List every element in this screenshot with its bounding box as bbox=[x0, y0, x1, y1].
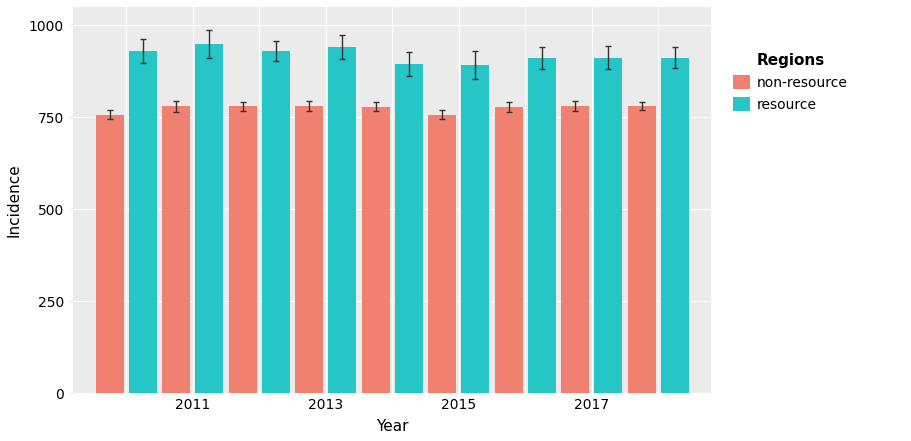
Bar bbox=[195, 44, 223, 393]
Bar bbox=[461, 65, 488, 393]
Bar bbox=[128, 51, 157, 393]
Bar bbox=[261, 51, 290, 393]
Bar bbox=[494, 107, 522, 393]
Bar bbox=[96, 115, 123, 393]
Bar bbox=[295, 106, 322, 393]
Bar bbox=[627, 106, 655, 393]
Bar bbox=[560, 106, 589, 393]
Bar bbox=[394, 64, 423, 393]
Bar bbox=[527, 58, 555, 393]
Bar bbox=[427, 115, 456, 393]
Bar bbox=[594, 58, 621, 393]
X-axis label: Year: Year bbox=[375, 419, 408, 434]
Bar bbox=[229, 106, 256, 393]
Y-axis label: Incidence: Incidence bbox=[7, 163, 22, 237]
Bar bbox=[660, 58, 688, 393]
Bar bbox=[362, 107, 389, 393]
Bar bbox=[162, 106, 189, 393]
Legend: non-resource, resource: non-resource, resource bbox=[724, 45, 855, 120]
Bar bbox=[328, 47, 356, 393]
